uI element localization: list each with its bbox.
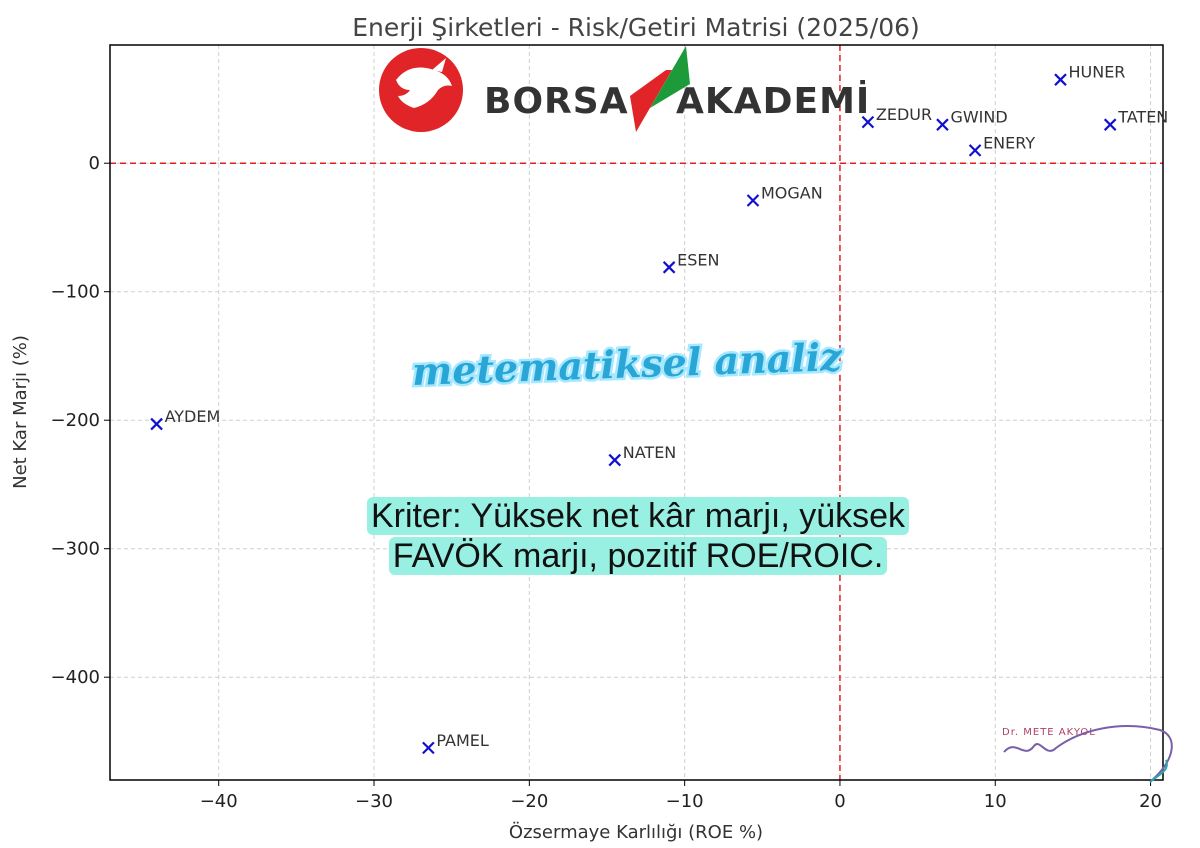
x-tick-label: 10 xyxy=(984,791,1007,812)
x-tick-label: −30 xyxy=(355,791,393,812)
brand-right-text: AKADEMİ xyxy=(676,80,870,122)
y-tick-label: 0 xyxy=(89,153,100,174)
x-tick-label: 20 xyxy=(1139,791,1162,812)
point-label: ZEDUR xyxy=(876,105,932,124)
point-label: PAMEL xyxy=(436,731,488,750)
data-point-zedur: ZEDUR xyxy=(861,105,932,129)
point-marker xyxy=(936,118,949,131)
x-axis-ticks: −40 −30 −20 −10 0 10 20 xyxy=(200,780,1162,812)
data-point-gwind: GWIND xyxy=(936,108,1008,131)
point-label: HUNER xyxy=(1068,63,1125,82)
point-marker xyxy=(1054,73,1067,86)
x-tick-label: −10 xyxy=(666,791,704,812)
x-tick-label: 0 xyxy=(834,791,845,812)
y-axis-ticks: 0 −100 −200 −300 −400 xyxy=(51,153,110,688)
plot-frame xyxy=(109,44,1164,781)
grid xyxy=(110,45,1163,780)
data-point-mogan: MOGAN xyxy=(746,183,823,207)
point-label: AYDEM xyxy=(165,407,221,426)
point-label: ENERY xyxy=(983,133,1035,152)
signature-name: Dr. METE AKYOL xyxy=(1002,727,1096,738)
x-axis-label: Özsermaye Karlılığı (ROE %) xyxy=(509,821,763,843)
y-tick-label: −100 xyxy=(51,282,100,303)
y-axis-label: Net Kar Marjı (%) xyxy=(10,335,31,489)
brand-arrow-green xyxy=(650,46,690,108)
data-point-pamel: PAMEL xyxy=(422,731,489,755)
point-marker xyxy=(861,115,875,129)
data-point-naten: NATEN xyxy=(608,443,677,467)
point-label: TATEN xyxy=(1117,108,1168,127)
y-tick-label: −300 xyxy=(51,539,100,560)
point-label: GWIND xyxy=(950,108,1007,127)
data-point-aydem: AYDEM xyxy=(150,407,221,431)
point-label: MOGAN xyxy=(761,183,823,202)
point-label: NATEN xyxy=(623,443,677,462)
criteria-note: Kriter: Yüksek net kâr marjı, yüksek FAV… xyxy=(318,496,958,576)
point-marker xyxy=(608,453,622,467)
x-tick-label: −20 xyxy=(510,791,548,812)
brand-left-text: BORSA xyxy=(484,81,629,122)
chart-title: Enerji Şirketleri - Risk/Getiri Matrisi … xyxy=(352,13,920,42)
watermark-text: metematiksel analiz xyxy=(411,334,844,394)
borsa-akademi-logo: BORSA AKADEMİ xyxy=(379,46,870,132)
data-point-taten: TATEN xyxy=(1103,108,1168,131)
point-marker xyxy=(422,741,435,755)
point-marker xyxy=(746,194,760,207)
point-marker xyxy=(150,417,163,431)
brand-check-red xyxy=(630,70,672,132)
point-marker xyxy=(1103,118,1117,131)
data-point-huner: HUNER xyxy=(1054,63,1125,86)
x-tick-label: −40 xyxy=(200,791,238,812)
reference-lines xyxy=(110,45,1163,780)
point-label: ESEN xyxy=(677,250,719,269)
data-point-esen: ESEN xyxy=(662,250,719,274)
y-tick-label: −200 xyxy=(51,410,100,431)
y-tick-label: −400 xyxy=(51,667,100,688)
data-point-enery: ENERY xyxy=(968,133,1035,157)
data-points: HUNER ZEDUR GWIND TATEN ENERY MOGAN ESEN AYDEM N… xyxy=(150,63,1168,755)
signature-logo: Dr. METE AKYOL xyxy=(1002,725,1173,783)
point-marker xyxy=(662,261,676,274)
point-marker xyxy=(968,144,982,157)
criteria-text: Kriter: Yüksek net kâr marjı, yüksek FAV… xyxy=(366,497,910,575)
